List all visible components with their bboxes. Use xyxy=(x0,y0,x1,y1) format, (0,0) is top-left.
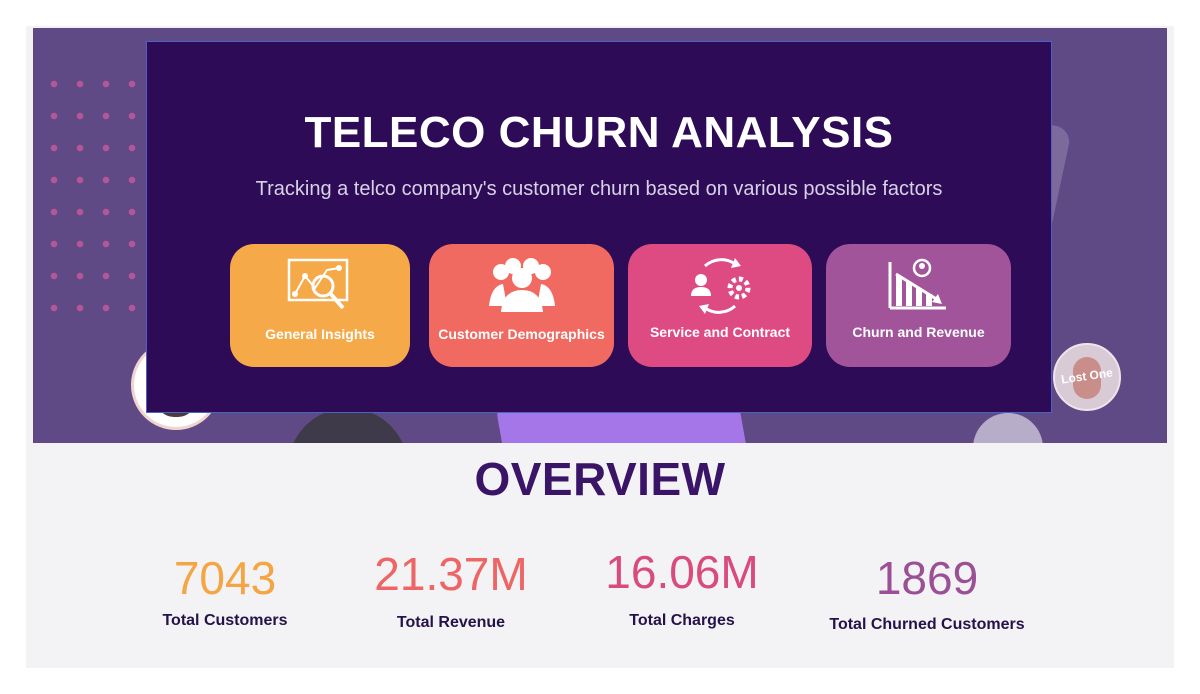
title-panel: TELECO CHURN ANALYSIS Tracking a telco c… xyxy=(146,41,1052,413)
kpi-total-charges: 16.06M Total Charges xyxy=(598,546,766,630)
nav-label: General Insights xyxy=(265,326,375,342)
service-and-contract-button[interactable]: Service and Contract xyxy=(628,244,812,367)
kpi-value: 7043 xyxy=(173,552,277,604)
nav-label: Churn and Revenue xyxy=(852,324,985,340)
page-title: TELECO CHURN ANALYSIS xyxy=(304,108,894,157)
kpi-total-customers: 7043 Total Customers xyxy=(150,552,300,630)
decorative-circle xyxy=(288,408,408,443)
people-group-icon xyxy=(488,258,555,312)
page-subtitle: Tracking a telco company's customer chur… xyxy=(255,178,943,200)
nav-label: Customer Demographics xyxy=(438,326,605,342)
kpi-label: Total Customers xyxy=(162,612,288,629)
general-insights-button[interactable]: General Insights xyxy=(230,244,410,367)
churn-and-revenue-button[interactable]: Churn and Revenue xyxy=(826,244,1011,367)
customer-demographics-button[interactable]: Customer Demographics xyxy=(429,244,614,367)
kpi-value: 1869 xyxy=(875,552,979,604)
decorative-dots xyxy=(41,68,151,328)
kpi-label: Total Charges xyxy=(629,612,735,629)
kpi-label: Total Churned Customers xyxy=(829,616,1025,633)
avatar: Lost One xyxy=(1053,343,1121,411)
chart-magnifier-icon xyxy=(287,258,349,310)
kpi-total-revenue: 21.37M Total Revenue xyxy=(366,548,536,632)
kpi-value: 16.06M xyxy=(605,546,759,598)
kpi-label: Total Revenue xyxy=(396,614,506,631)
nav-label: Service and Contract xyxy=(649,324,791,340)
overview-title: OVERVIEW xyxy=(474,453,726,505)
declining-bar-chart-icon xyxy=(888,258,946,310)
kpi-value: 21.37M xyxy=(374,548,528,600)
person-cycle-gear-icon xyxy=(691,258,751,314)
decorative-circle xyxy=(973,413,1043,443)
kpi-total-churned-customers: 1869 Total Churned Customers xyxy=(822,552,1032,634)
